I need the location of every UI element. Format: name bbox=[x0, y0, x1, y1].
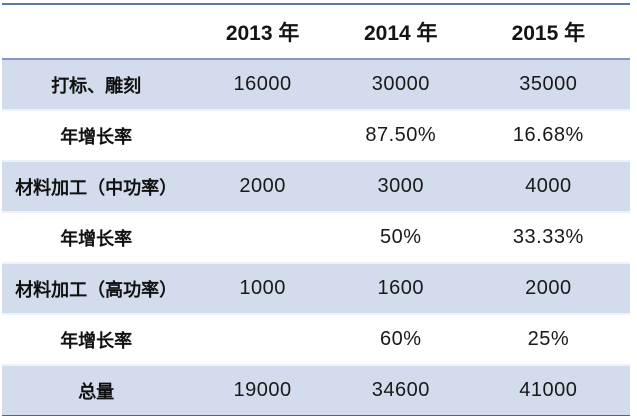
cell-2015: 16.68% bbox=[466, 109, 630, 161]
cell-2014: 1600 bbox=[334, 262, 467, 314]
cell-2014: 60% bbox=[334, 313, 467, 365]
table-row: 总量 19000 34600 41000 bbox=[2, 364, 630, 416]
cell-2014: 34600 bbox=[334, 364, 467, 416]
header-cell-2013: 2013 年 bbox=[190, 4, 335, 60]
cell-2013 bbox=[190, 109, 335, 161]
cell-2013: 19000 bbox=[190, 364, 335, 416]
header-cell-2015: 2015 年 bbox=[466, 4, 630, 60]
row-label: 材料加工（高功率） bbox=[2, 262, 191, 314]
header-row: 2013 年 2014 年 2015 年 bbox=[2, 4, 630, 60]
cell-2014: 50% bbox=[334, 211, 467, 263]
table-body: 打标、雕刻 16000 30000 35000 年增长率 87.50% 16.6… bbox=[2, 59, 630, 416]
table-row: 打标、雕刻 16000 30000 35000 bbox=[2, 59, 630, 110]
growth-data-table: 2013 年 2014 年 2015 年 打标、雕刻 16000 30000 3… bbox=[2, 3, 630, 416]
cell-2013 bbox=[190, 313, 335, 365]
table-row: 年增长率 87.50% 16.68% bbox=[2, 109, 630, 161]
cell-2013: 1000 bbox=[190, 262, 335, 314]
cell-2014: 87.50% bbox=[334, 109, 467, 161]
row-label: 总量 bbox=[2, 364, 191, 416]
row-label: 年增长率 bbox=[2, 109, 191, 161]
cell-2014: 3000 bbox=[334, 160, 467, 212]
table-row: 材料加工（中功率） 2000 3000 4000 bbox=[2, 160, 630, 212]
table-row: 年增长率 60% 25% bbox=[2, 313, 630, 365]
row-label: 年增长率 bbox=[2, 313, 191, 365]
cell-2015: 4000 bbox=[466, 160, 630, 212]
cell-2013 bbox=[190, 211, 335, 263]
cell-2013: 16000 bbox=[233, 73, 292, 95]
header-cell-2014: 2014 年 bbox=[334, 4, 467, 60]
cell-2015: 2000 bbox=[466, 262, 630, 314]
cell-2013: 2000 bbox=[190, 160, 335, 212]
cell-2015: 41000 bbox=[466, 364, 630, 416]
cell-2015: 35000 bbox=[519, 73, 578, 95]
table-row: 年增长率 50% 33.33% bbox=[2, 211, 630, 263]
cell-2014: 30000 bbox=[371, 73, 430, 95]
cell-2015: 25% bbox=[466, 313, 630, 365]
cell-2015: 33.33% bbox=[466, 211, 630, 263]
row-label: 年增长率 bbox=[2, 211, 191, 263]
table-row: 材料加工（高功率） 1000 1600 2000 bbox=[2, 262, 630, 314]
row-label: 打标、雕刻 bbox=[51, 75, 142, 96]
table-header: 2013 年 2014 年 2015 年 bbox=[2, 4, 630, 60]
header-corner-cell bbox=[2, 4, 191, 60]
row-label: 材料加工（中功率） bbox=[2, 160, 191, 212]
